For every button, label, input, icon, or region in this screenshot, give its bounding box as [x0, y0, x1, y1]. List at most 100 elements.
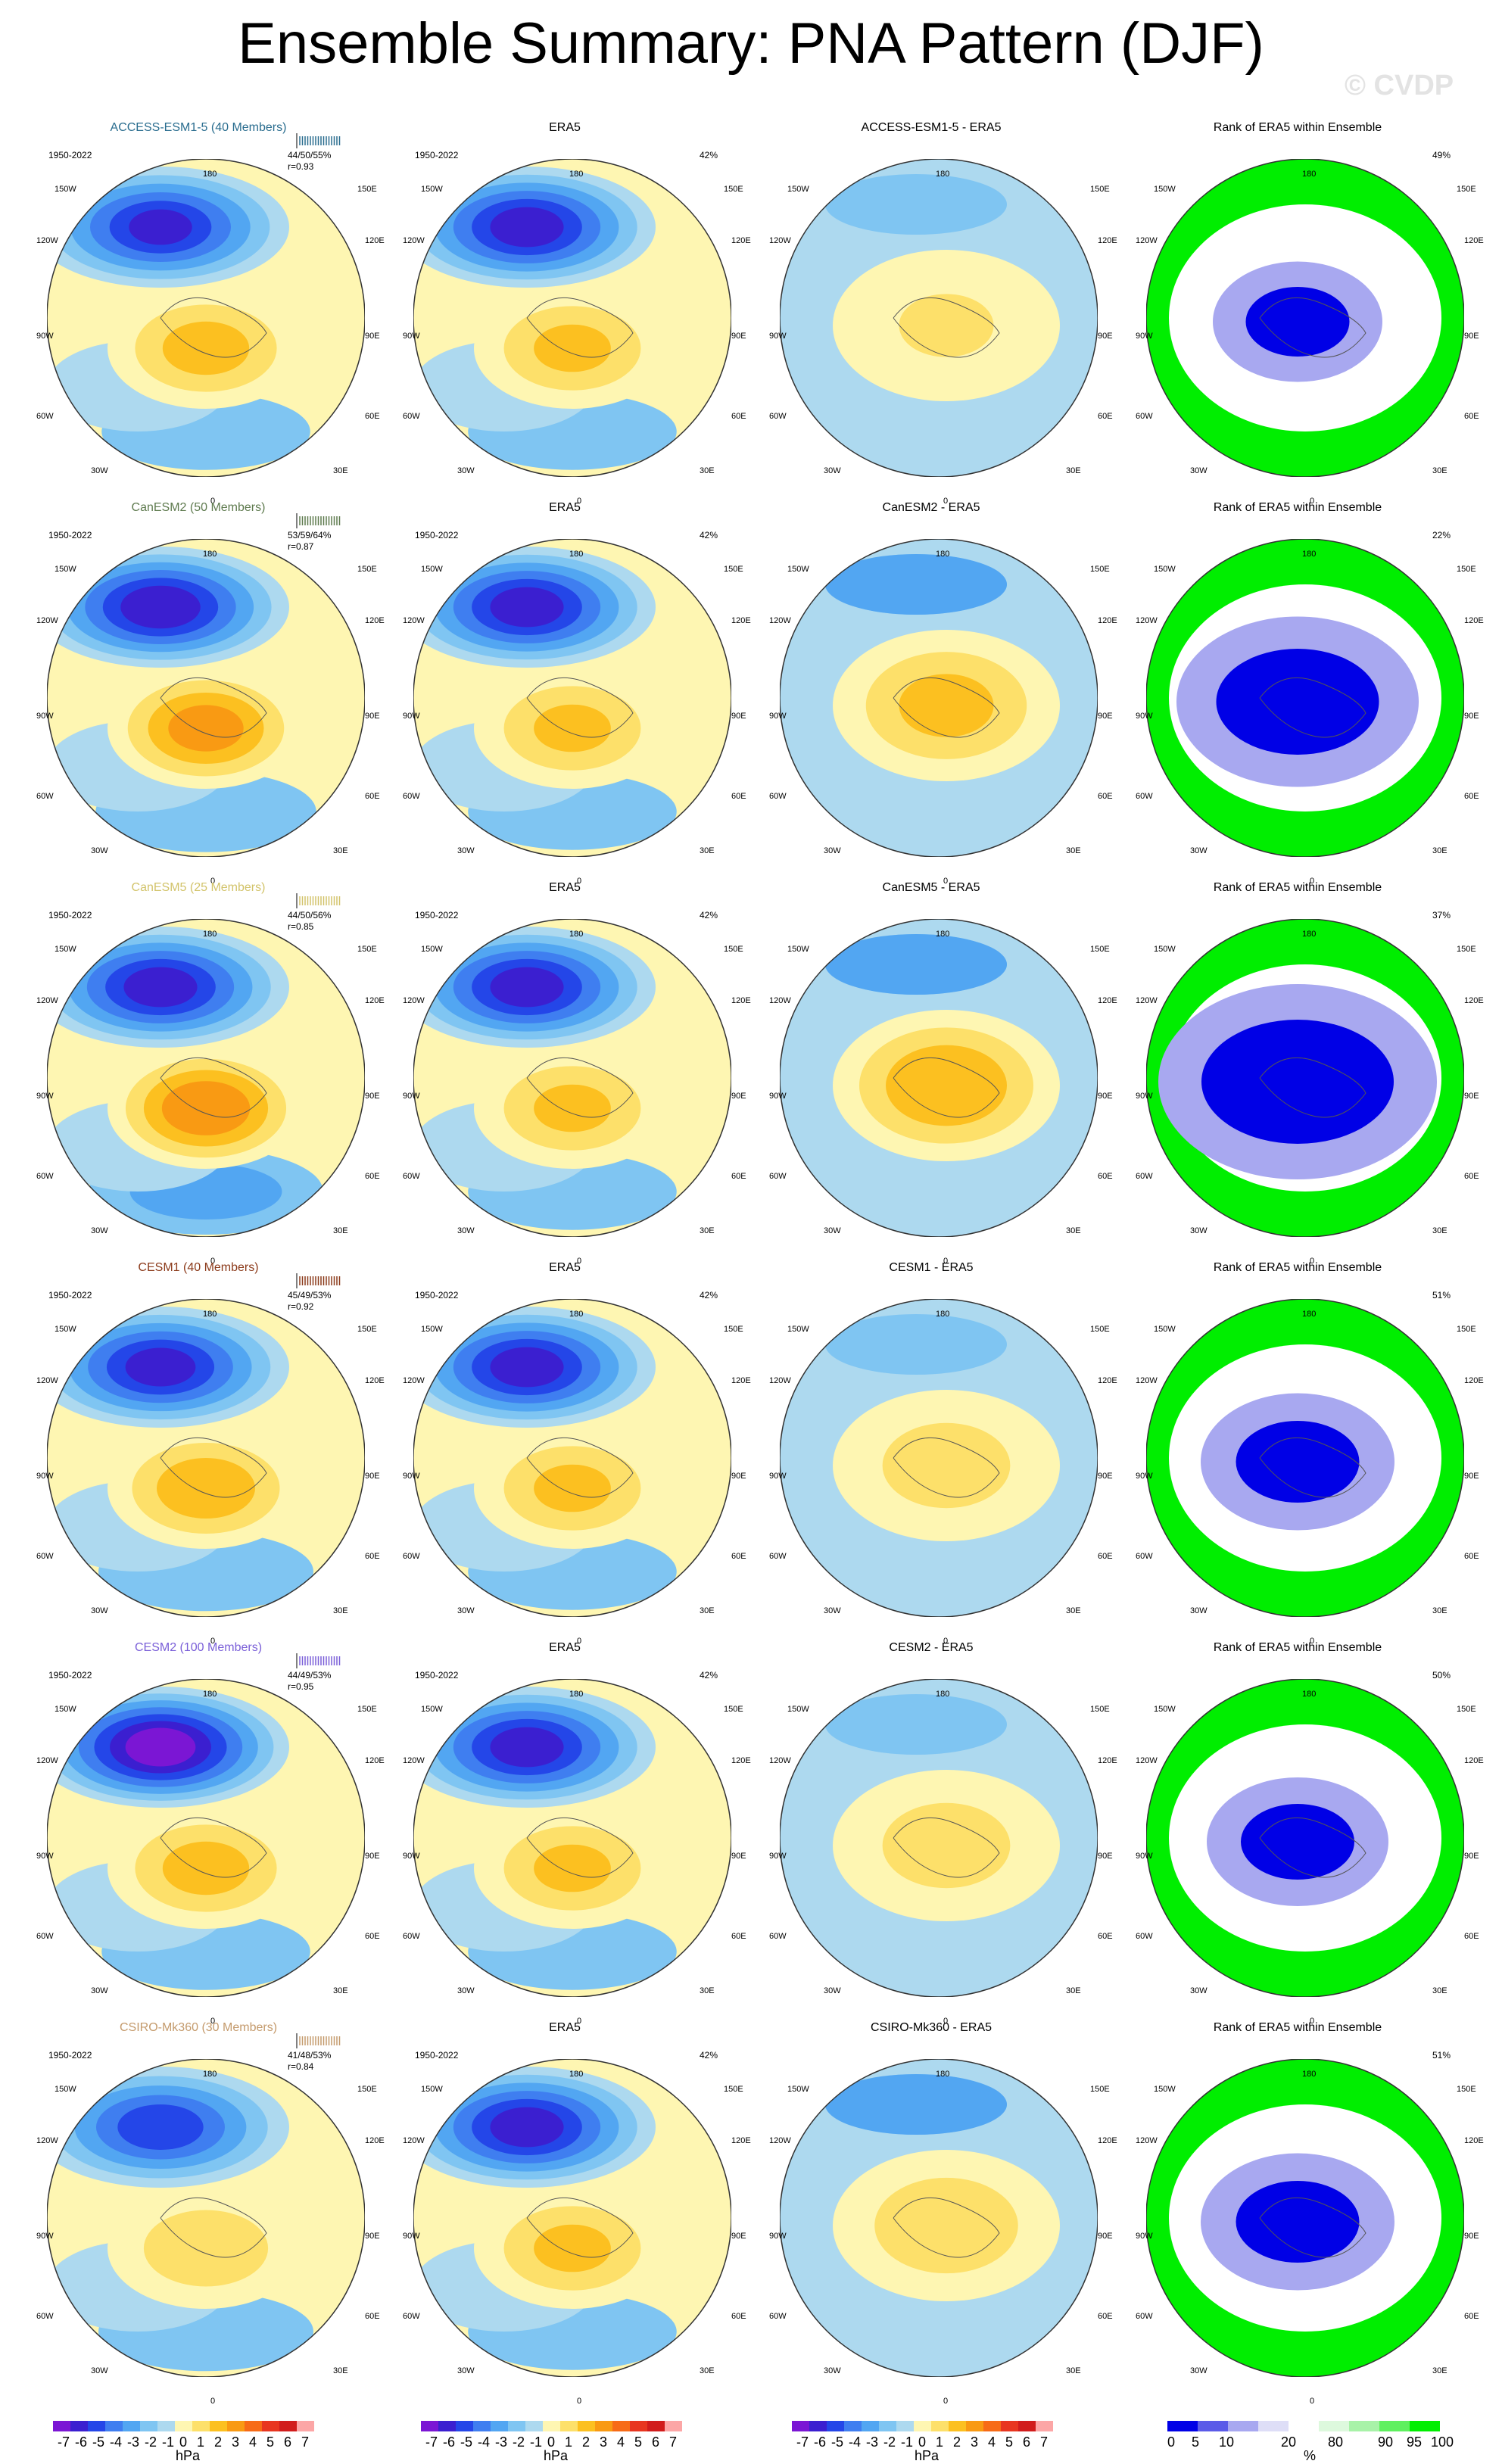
colorbar-tick: 0	[179, 2434, 188, 2450]
map-panel: Rank of ERA5 within Ensemble 22% 180 150W 15…	[1131, 501, 1484, 886]
colorbar-swatches	[421, 2421, 682, 2431]
obs-percent: 42%	[700, 1670, 718, 1681]
longitude-label: 120E	[1464, 1376, 1484, 1385]
longitude-label: 30E	[333, 1226, 348, 1235]
coastline	[893, 1817, 1000, 1878]
map-panel: ERA5 1950-2022 42% 180 150W 150E 120W 120E 90W 90…	[398, 2021, 751, 2406]
map-panel: Rank of ERA5 within Ensemble 49% 180 150W 15…	[1131, 121, 1484, 506]
longitude-label: 150E	[1457, 1705, 1476, 1714]
longitude-label: 180	[936, 2070, 950, 2079]
polar-map	[780, 919, 1098, 1237]
colorbar-tick: 2	[953, 2434, 961, 2450]
longitude-label: 30W	[457, 466, 475, 475]
rank-lowest-region	[1245, 287, 1350, 357]
longitude-label: 150E	[1457, 185, 1476, 194]
longitude-label: 90W	[36, 1852, 54, 1861]
longitude-label: 30E	[1432, 1986, 1447, 1995]
colorbar-swatch	[949, 2421, 966, 2431]
longitude-label: 90E	[731, 1092, 746, 1101]
longitude-label: 60E	[731, 1172, 746, 1181]
ensemble-stats: 53/59/64% r=0.87	[288, 530, 331, 553]
longitude-label: 90W	[769, 332, 787, 341]
diff-positive-contour	[899, 674, 994, 737]
longitude-label: 60E	[365, 1932, 380, 1941]
longitude-label: 0	[210, 877, 216, 886]
longitude-label: 180	[936, 170, 950, 179]
longitude-label: 30W	[91, 2366, 108, 2375]
longitude-label: 60W	[403, 792, 420, 801]
diff-negative-contour	[825, 2074, 1007, 2135]
longitude-label: 150E	[1457, 565, 1476, 574]
longitude-label: 60W	[1136, 1932, 1153, 1941]
longitude-label: 60E	[365, 1552, 380, 1561]
longitude-label: 120E	[1464, 616, 1484, 625]
longitude-label: 90E	[1098, 1852, 1113, 1861]
ensemble-stats: 44/50/56% r=0.85	[288, 910, 331, 933]
pattern-correlation: r=0.93	[288, 161, 314, 172]
longitude-label: 90E	[365, 712, 380, 721]
longitude-label: 150E	[357, 1705, 377, 1714]
period-label: 1950-2022	[415, 150, 459, 160]
longitude-label: 120W	[1136, 1376, 1158, 1385]
longitude-label: 30W	[1190, 846, 1208, 855]
longitude-label: 30E	[333, 1606, 348, 1615]
longitude-label: 30E	[1066, 1226, 1081, 1235]
longitude-label: 0	[943, 1637, 949, 1646]
period-label: 1950-2022	[48, 1290, 92, 1301]
longitude-label: 90W	[1136, 2232, 1153, 2241]
pacific-low-contour	[490, 207, 564, 248]
map-fill	[413, 1679, 731, 1997]
coastline	[160, 1817, 267, 1878]
period-label: 1950-2022	[415, 1670, 459, 1681]
longitude-label: 60W	[769, 2312, 787, 2321]
longitude-label: 90W	[403, 1852, 420, 1861]
longitude-label: 90E	[1464, 1852, 1479, 1861]
longitude-label: 0	[210, 497, 216, 506]
longitude-label: 180	[203, 1310, 217, 1319]
colorbar-swatch	[792, 2421, 809, 2431]
longitude-label: 90E	[1464, 1092, 1479, 1101]
rank-percent: 22%	[1432, 530, 1451, 540]
longitude-label: 0	[577, 2397, 582, 2406]
longitude-label: 60E	[1098, 412, 1113, 421]
map-panel: CESM2 (100 Members) 1950-2022 44/49/53% r=0…	[32, 1641, 385, 2026]
longitude-label: 30E	[700, 466, 715, 475]
longitude-label: 180	[936, 1690, 950, 1699]
diff-positive-contour	[882, 1422, 1011, 1509]
longitude-label: 150E	[357, 1325, 377, 1334]
longitude-label: 0	[210, 2397, 216, 2406]
colorbar-tick: 5	[266, 2434, 275, 2450]
colorbar-swatch	[896, 2421, 914, 2431]
map-panel: ERA5 1950-2022 42% 180 150W 150E 120W 120E 90W 90…	[398, 121, 751, 506]
map-fill	[1146, 539, 1464, 857]
longitude-label: 180	[936, 930, 950, 939]
longitude-label: 30E	[1066, 1606, 1081, 1615]
map-panel: Rank of ERA5 within Ensemble 51% 180 150W 15…	[1131, 2021, 1484, 2406]
longitude-label: 150W	[55, 185, 76, 194]
longitude-label: 150E	[357, 945, 377, 954]
panel-title: CanESM2 - ERA5	[882, 501, 980, 514]
map-panel: CanESM2 (50 Members) 1950-2022 53/59/64% r=…	[32, 501, 385, 886]
longitude-label: 150W	[1154, 565, 1176, 574]
longitude-label: 90W	[1136, 332, 1153, 341]
polar-high-contour	[168, 705, 244, 752]
longitude-label: 180	[1302, 2070, 1317, 2079]
panel-title: ERA5	[549, 1261, 581, 1274]
period-label: 1950-2022	[415, 2050, 459, 2061]
colorbar-tick: -5	[831, 2434, 844, 2450]
longitude-label: 180	[569, 550, 584, 559]
colorbar-tick: -4	[478, 2434, 491, 2450]
colorbar-swatch	[456, 2421, 473, 2431]
map-panel: CanESM5 - ERA5 180 150W 150E 120W 120E 90W 90E 6…	[765, 881, 1117, 1266]
longitude-label: 120E	[1464, 2136, 1484, 2145]
longitude-label: 120E	[365, 2136, 385, 2145]
longitude-label: 150W	[421, 185, 443, 194]
longitude-label: 30W	[1190, 2366, 1208, 2375]
longitude-label: 60E	[1098, 1932, 1113, 1941]
longitude-label: 0	[210, 2017, 216, 2026]
colorbar-swatch	[560, 2421, 578, 2431]
coastline	[526, 677, 634, 738]
longitude-label: 150W	[787, 2085, 809, 2094]
longitude-label: 120E	[365, 1376, 385, 1385]
rank-lowest-region	[1236, 2181, 1360, 2263]
